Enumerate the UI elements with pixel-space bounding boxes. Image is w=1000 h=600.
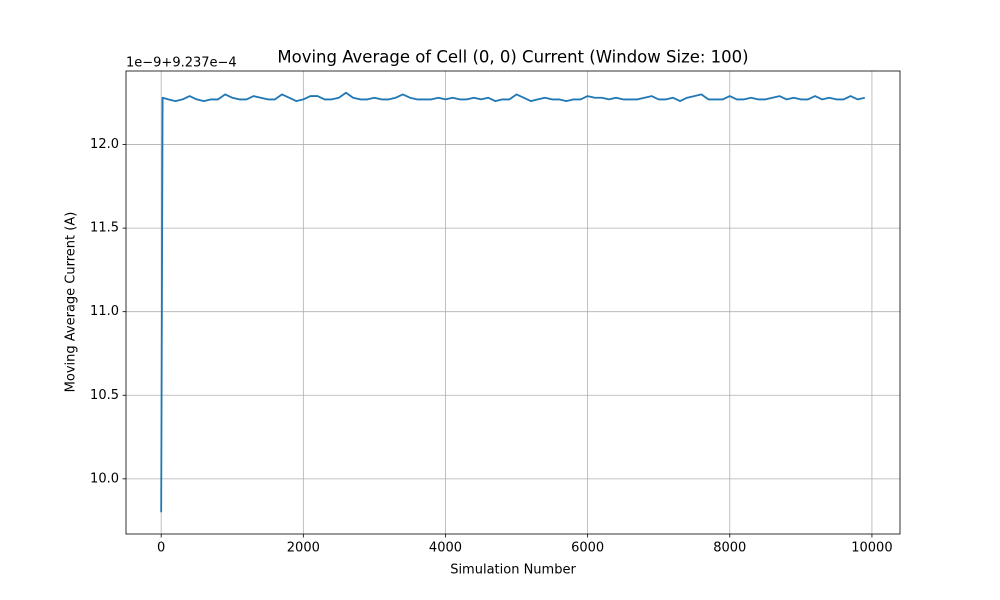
y-tick-label: 10.0 xyxy=(90,471,119,486)
y-tick-label: 11.5 xyxy=(90,221,119,236)
plot-frame xyxy=(125,70,901,535)
x-tick-label: 0 xyxy=(157,541,165,556)
x-tick-label: 6000 xyxy=(571,541,604,556)
x-tick-label: 10000 xyxy=(851,541,892,556)
x-tick-label: 2000 xyxy=(287,541,320,556)
x-axis-label: Simulation Number xyxy=(450,563,576,578)
data-line xyxy=(160,91,866,513)
y-tick-label: 11.0 xyxy=(90,304,119,319)
y-axis-label: Moving Average Current (A) xyxy=(64,212,79,393)
y-tick-label: 10.5 xyxy=(90,388,119,403)
chart-title: Moving Average of Cell (0, 0) Current (W… xyxy=(277,48,748,67)
x-tick-label: 4000 xyxy=(429,541,462,556)
y-tick-label: 12.0 xyxy=(90,137,119,152)
x-tick-label: 8000 xyxy=(713,541,746,556)
y-offset-label: 1e−9+9.237e−4 xyxy=(126,56,237,71)
